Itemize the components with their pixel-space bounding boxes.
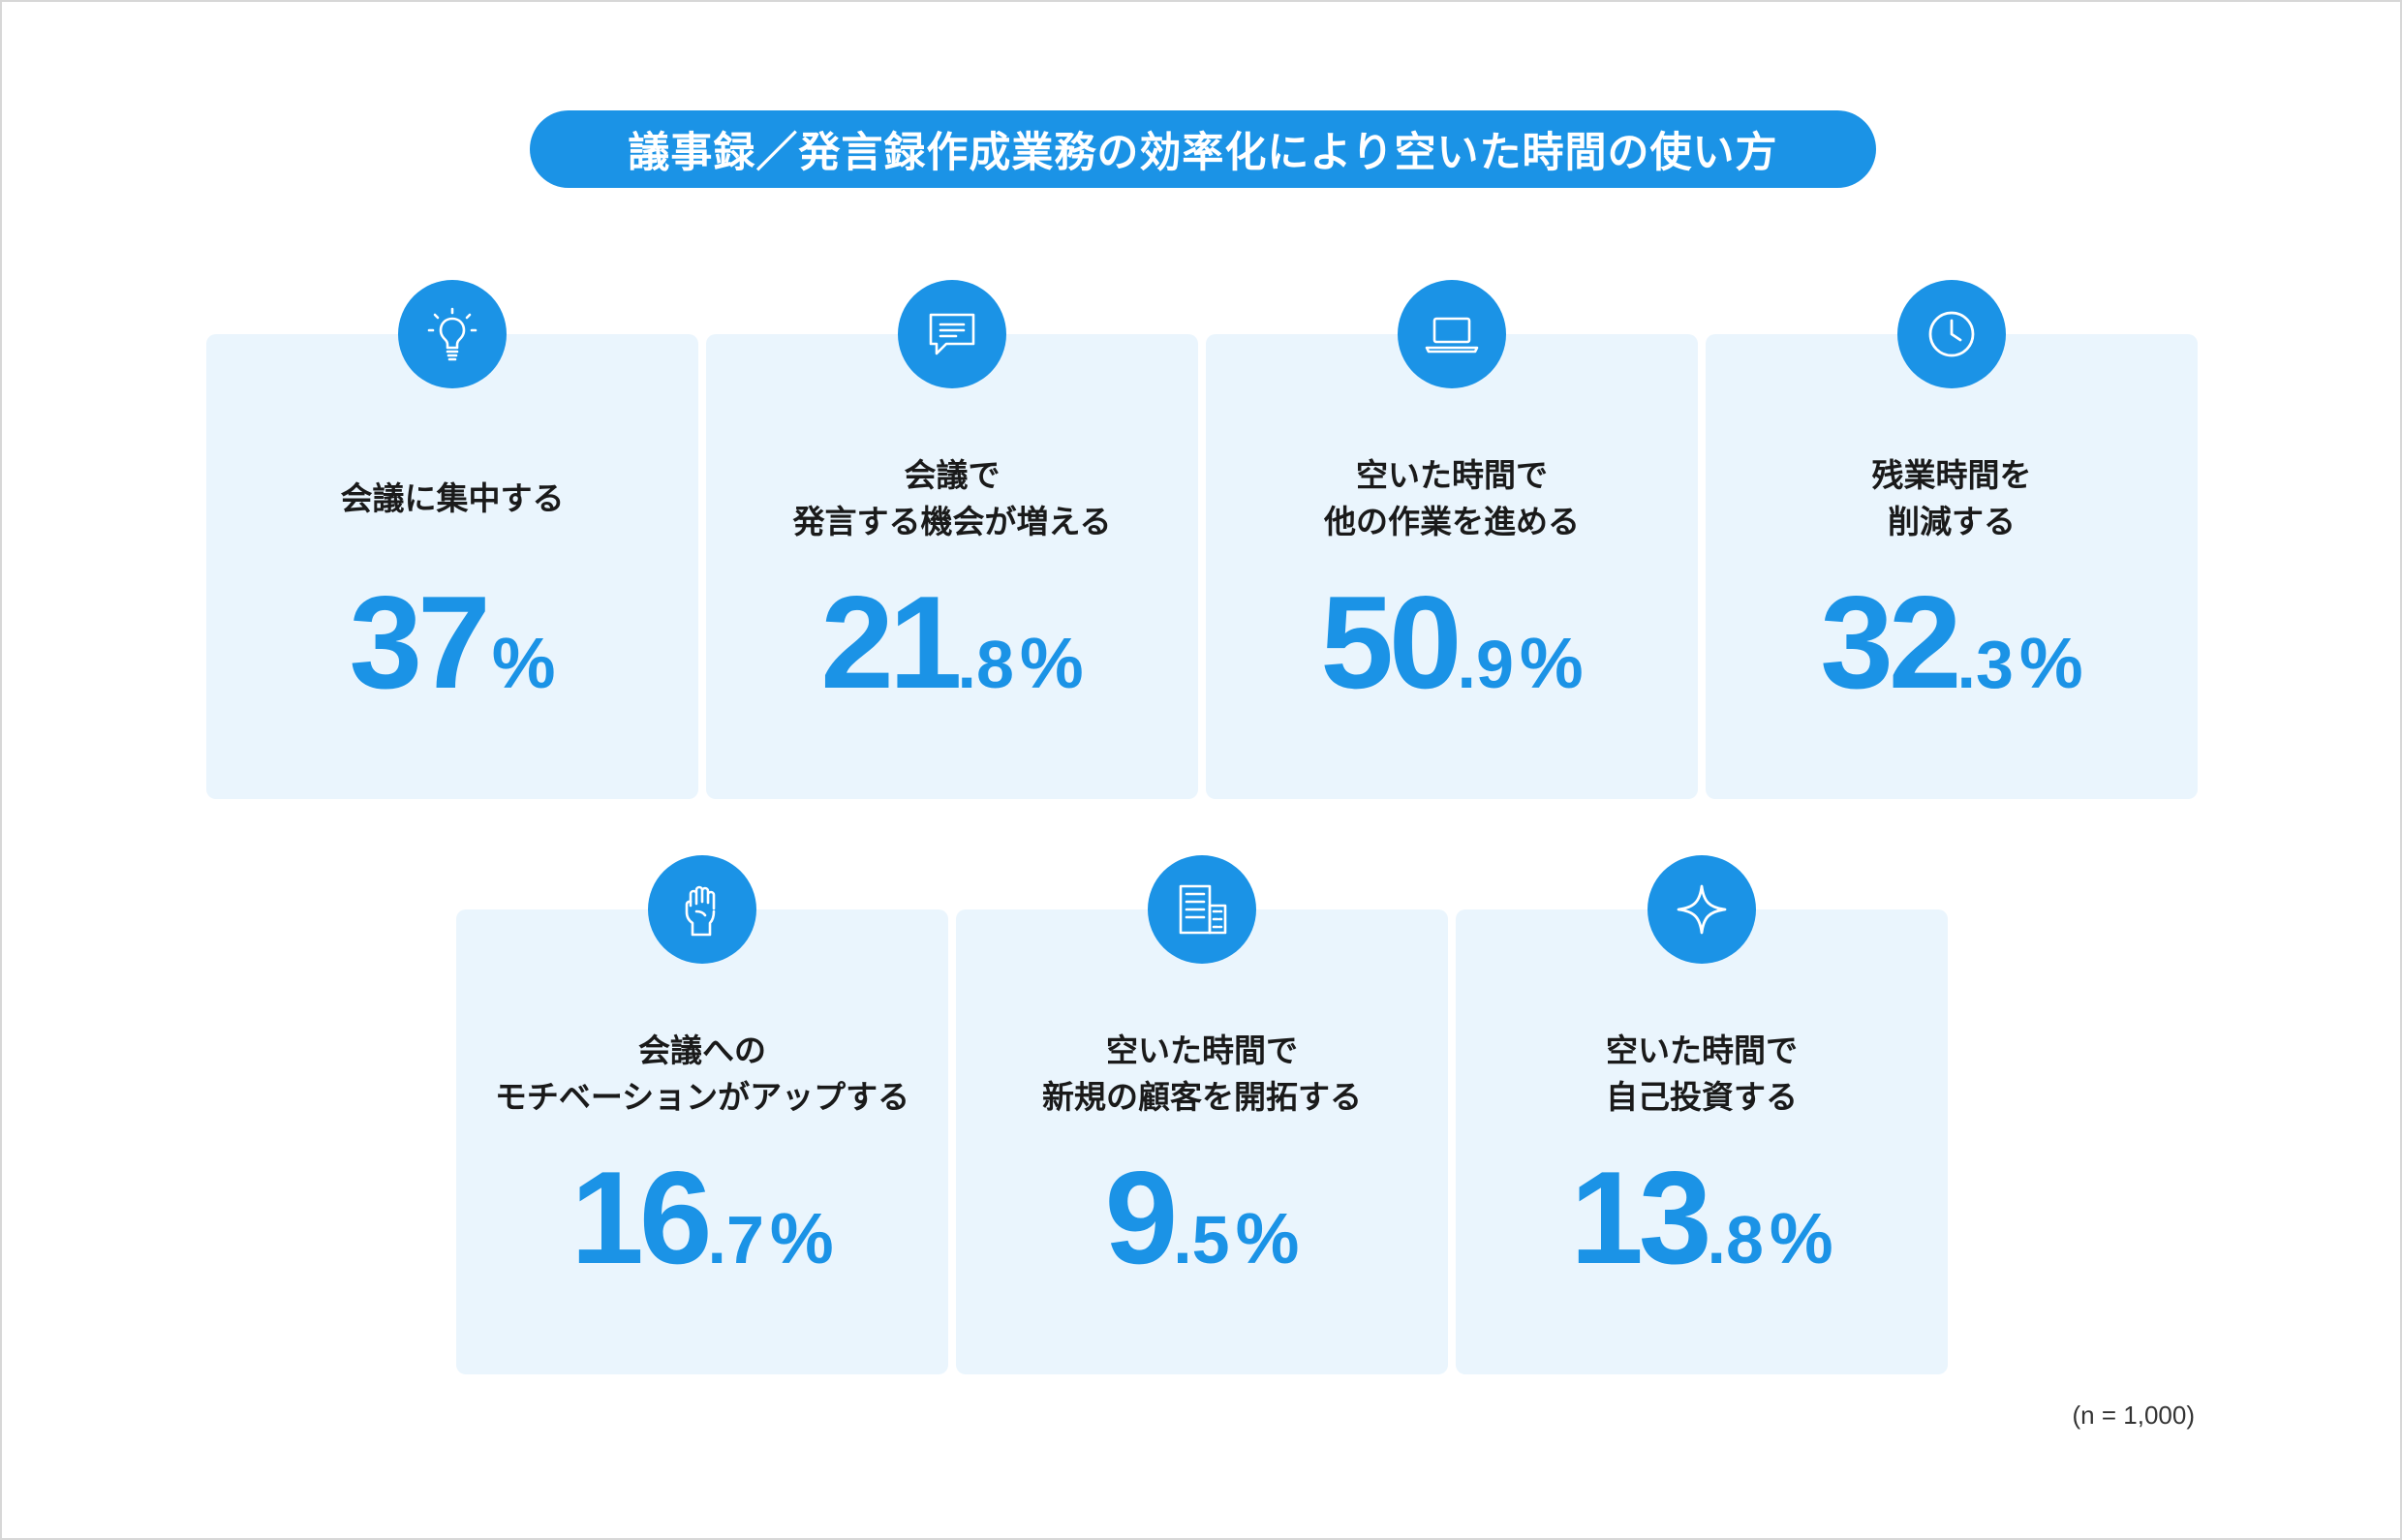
percent-sign: % [1769, 1198, 1833, 1278]
stat-label: 会議で 発言する機会が増える [706, 446, 1198, 552]
stat-value-integer: 37 [349, 569, 490, 716]
stat-value-decimal: .8 [957, 627, 1014, 702]
raised-fist-icon [648, 855, 756, 964]
stat-value-decimal: .3 [1956, 627, 2014, 702]
stat-label-line2: モチベーションがアップする [494, 1078, 910, 1116]
stat-label-line2: 発言する機会が増える [792, 503, 1112, 540]
stat-percentage: 50.9% [1206, 576, 1698, 708]
percent-sign: % [1235, 1198, 1300, 1278]
stat-percentage: 21.8% [706, 576, 1198, 708]
stat-label-line1: 空いた時間で [1356, 456, 1548, 494]
stat-value-decimal: .5 [1173, 1202, 1230, 1278]
stat-label: 会議に集中する [206, 446, 698, 552]
stat-value-integer: 21 [820, 569, 962, 716]
stat-label-line1: 空いた時間で [1106, 1032, 1298, 1069]
title-text: 議事録／発言録作成業務の効率化により空いた時間の使い方 [628, 129, 1778, 177]
stat-percentage: 9.5% [956, 1152, 1448, 1283]
stat-card-self-investment: 空いた時間で 自己投資する 13.8% [1456, 855, 1948, 1374]
stat-percentage: 37% [206, 576, 698, 708]
percent-sign: % [769, 1198, 834, 1278]
stat-label: 会議への モチベーションがアップする [456, 1021, 948, 1127]
stat-label-line2: 自己投資する [1606, 1078, 1798, 1116]
percent-sign: % [491, 623, 556, 703]
stat-label-line2: 新規の顧客を開拓する [1042, 1078, 1362, 1116]
stat-value-integer: 50 [1320, 569, 1462, 716]
stat-value-integer: 13 [1570, 1144, 1711, 1291]
sample-size-note: (n = 1,000) [2072, 1401, 2195, 1430]
stat-percentage: 13.8% [1456, 1152, 1948, 1283]
stat-percentage: 32.3% [1706, 576, 2198, 708]
stat-label-line1: 残業時間を [1871, 456, 2032, 494]
stat-card-reduce-overtime: 残業時間を 削減する 32.3% [1706, 280, 2198, 799]
stat-label-line2: 他の作業を進める [1324, 503, 1580, 540]
chat-bubble-icon [898, 280, 1006, 388]
stat-card-other-work: 空いた時間で 他の作業を進める 50.9% [1206, 280, 1698, 799]
stat-value-decimal: .8 [1707, 1202, 1764, 1278]
stat-value-integer: 32 [1820, 569, 1961, 716]
percent-sign: % [1519, 623, 1584, 703]
stat-label: 空いた時間で 自己投資する [1456, 1021, 1948, 1127]
stat-label-line2: 削減する [1888, 503, 2016, 540]
stat-value-integer: 16 [570, 1144, 712, 1291]
stat-label-line1: 会議への [638, 1032, 766, 1069]
percent-sign: % [1019, 623, 1084, 703]
title-banner: 議事録／発言録作成業務の効率化により空いた時間の使い方 [530, 110, 1876, 188]
stat-label-line1: 空いた時間で [1606, 1032, 1798, 1069]
stat-card-speak-more: 会議で 発言する機会が増える 21.8% [706, 280, 1198, 799]
lightbulb-icon [398, 280, 507, 388]
clock-icon [1897, 280, 2006, 388]
stat-label: 残業時間を 削減する [1706, 446, 2198, 552]
stat-label-line1: 会議で [904, 456, 1001, 494]
stat-value-decimal: .7 [707, 1202, 764, 1278]
percent-sign: % [2018, 623, 2083, 703]
stat-label: 空いた時間で 新規の顧客を開拓する [956, 1021, 1448, 1127]
stat-percentage: 16.7% [456, 1152, 948, 1283]
stat-label-line1: 会議に集中する [340, 479, 565, 517]
sparkle-icon [1648, 855, 1756, 964]
stat-card-new-customers: 空いた時間で 新規の顧客を開拓する 9.5% [956, 855, 1448, 1374]
stat-card-focus: 会議に集中する 37% [206, 280, 698, 799]
stat-label: 空いた時間で 他の作業を進める [1206, 446, 1698, 552]
stat-value-decimal: .9 [1457, 627, 1514, 702]
laptop-icon [1398, 280, 1506, 388]
stat-card-motivation: 会議への モチベーションがアップする 16.7% [456, 855, 948, 1374]
office-building-icon [1148, 855, 1256, 964]
stat-value-integer: 9 [1104, 1144, 1179, 1291]
